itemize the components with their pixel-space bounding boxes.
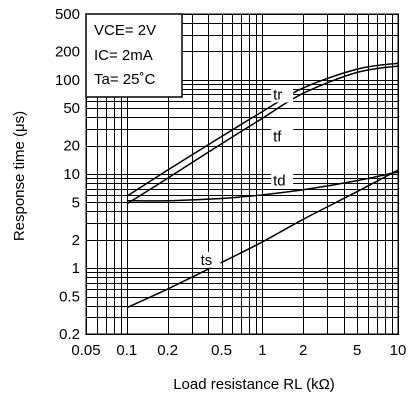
y-tick-label: 500 bbox=[55, 6, 80, 23]
curve-label-ts: ts bbox=[201, 252, 213, 269]
curve-label-bg-ts bbox=[198, 251, 221, 268]
conditions-box: VCE= 2V IC= 2mA Ta= 25˚C bbox=[85, 13, 183, 98]
y-tick-label: 5 bbox=[72, 194, 80, 211]
x-tick-label: 0.1 bbox=[116, 342, 137, 359]
x-tick-label: 1 bbox=[258, 342, 266, 359]
y-tick-label: 1 bbox=[72, 260, 80, 277]
curve-label-tf: tf bbox=[273, 129, 282, 146]
y-tick-label: 2 bbox=[72, 232, 80, 249]
x-tick-label: 10 bbox=[390, 342, 407, 359]
curve-ts bbox=[126, 169, 399, 309]
x-tick-label: 2 bbox=[299, 342, 307, 359]
conditions-box-frame bbox=[85, 13, 183, 98]
x-tick-label: 5 bbox=[353, 342, 361, 359]
curves bbox=[126, 62, 399, 309]
condition-vce: VCE= 2V bbox=[94, 22, 156, 39]
y-tick-label: 50 bbox=[63, 100, 80, 117]
curve-label-bg-tr bbox=[271, 86, 294, 103]
y-tick-label: 100 bbox=[55, 72, 80, 89]
curve-labels: tr tf td ts bbox=[198, 86, 294, 269]
curve-label-bg-td bbox=[271, 172, 294, 189]
x-tick-label: 0.5 bbox=[211, 342, 232, 359]
condition-ic: IC= 2mA bbox=[94, 47, 153, 64]
plot-frame bbox=[85, 13, 399, 335]
curve-tr bbox=[126, 62, 399, 197]
curve-td bbox=[126, 171, 399, 202]
tick-labels: 0.05 0.1 0.2 0.5 1 2 5 10 0.2 0.5 1 2 5 10 20 50 100 200 5… bbox=[55, 6, 406, 359]
x-tick-label: 0.2 bbox=[157, 342, 178, 359]
y-axis-label: Response time (μs) bbox=[11, 111, 28, 241]
curve-label-td: td bbox=[273, 173, 286, 190]
y-tick-label: 10 bbox=[63, 166, 80, 183]
y-tick-label: 20 bbox=[63, 138, 80, 155]
y-tick-label: 200 bbox=[55, 43, 80, 60]
x-axis-label: Load resistance RL (kΩ) bbox=[173, 376, 335, 393]
y-tick-label: 0.2 bbox=[59, 326, 80, 343]
y-tick-label: 0.5 bbox=[59, 289, 80, 306]
curve-label-tr: tr bbox=[273, 86, 282, 103]
curve-label-bg-tf bbox=[271, 128, 294, 145]
x-tick-label: 0.05 bbox=[71, 342, 100, 359]
condition-ta: Ta= 25˚C bbox=[94, 71, 155, 88]
curve-tf bbox=[126, 65, 399, 205]
